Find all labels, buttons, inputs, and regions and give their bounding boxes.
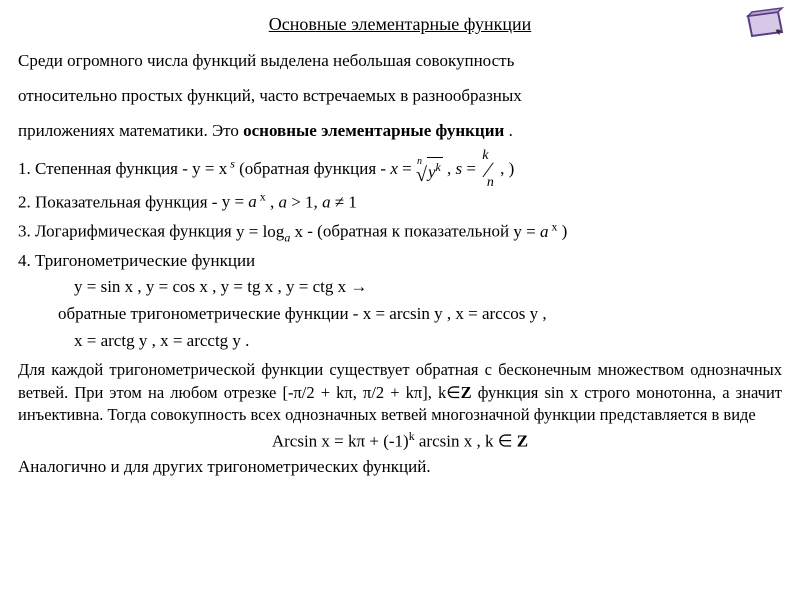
intro-line-2: относительно простых функций, часто встр… <box>18 85 782 108</box>
arcsin-formula: Arcsin x = kπ + (-1)k arcsin x , k ∈ Z <box>18 428 782 454</box>
nth-root: n √yk <box>416 158 443 182</box>
intro-line-3: приложениях математики. Это основные эле… <box>18 120 782 143</box>
item-4: 4. Тригонометрические функции <box>18 250 782 273</box>
trig-line-1: y = sin x , y = cos x , y = tg x , y = c… <box>74 276 782 299</box>
page-title: Основные элементарные функции <box>18 12 782 36</box>
corner-icon <box>742 6 786 42</box>
item-2: 2. Показательная функция - y = a x , a >… <box>18 189 782 215</box>
item-3: 3. Логарифмическая функция y = loga x - … <box>18 218 782 245</box>
item-1: 1. Степенная функция - y = x s (обратная… <box>18 155 782 185</box>
trig-paragraph: Для каждой тригонометрической функции су… <box>18 359 782 426</box>
trig-line-3: x = arctg y , x = arcctg y . <box>74 330 782 353</box>
trig-line-2: обратные тригонометрические функции - x … <box>58 303 782 326</box>
intro-line-1: Среди огромного числа функций выделена н… <box>18 50 782 73</box>
final-line: Аналогично и для других тригонометрическ… <box>18 456 782 479</box>
fraction-k-n: k∕n <box>480 155 496 185</box>
